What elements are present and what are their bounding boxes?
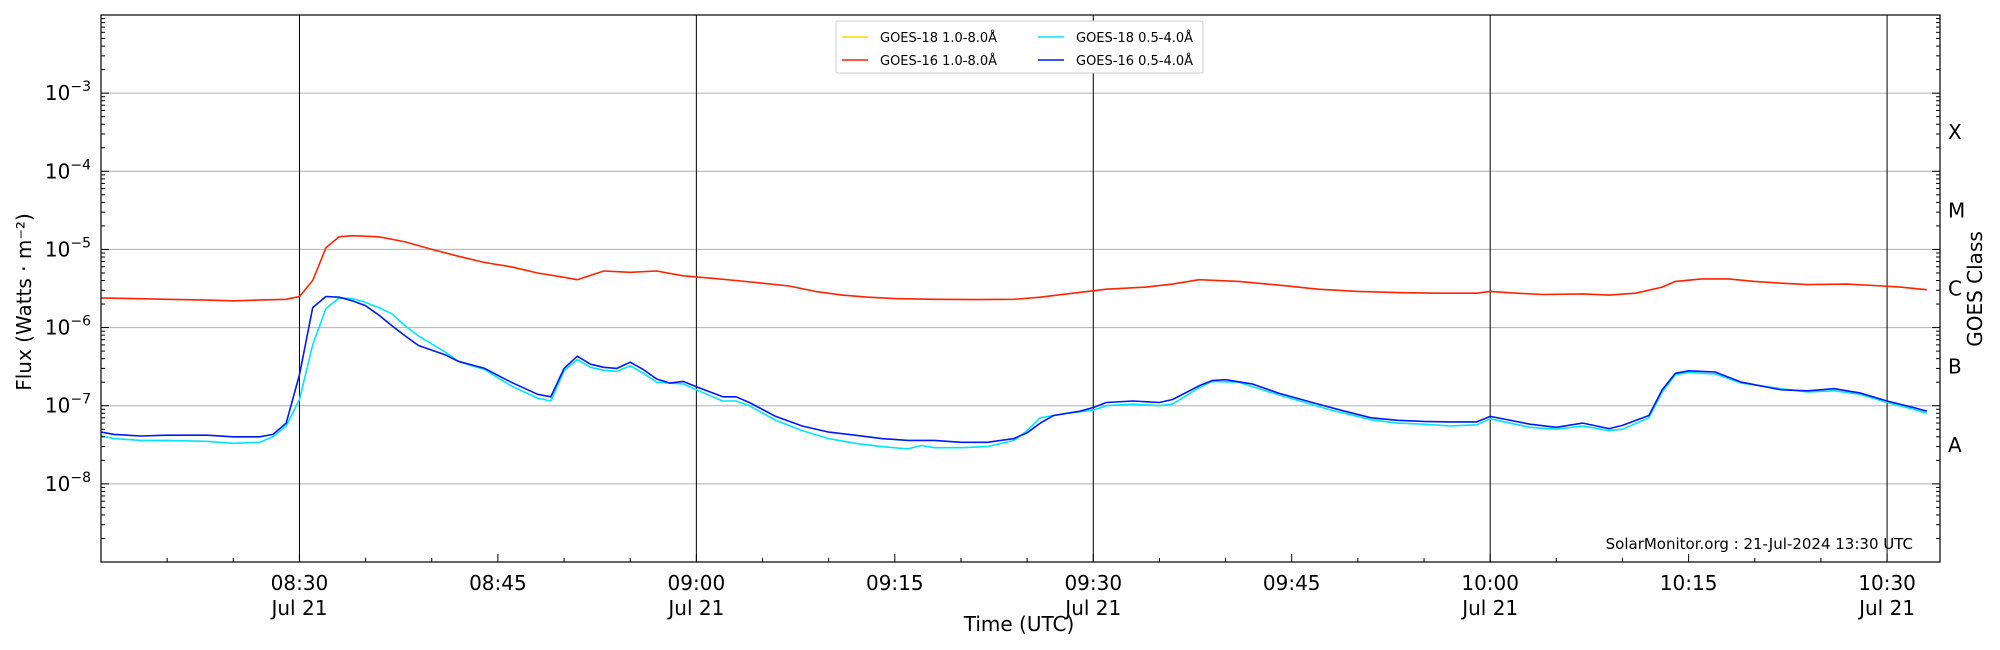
x-tick-date-label: Jul 21 <box>1460 596 1518 620</box>
y-tick-exponent: −6 <box>70 314 91 330</box>
legend-box <box>835 20 1204 74</box>
x-tick-date-label: Jul 21 <box>1857 596 1915 620</box>
grid-layer <box>101 15 1940 562</box>
plot-area <box>101 15 1940 562</box>
y-tick-base: 10 <box>45 472 70 496</box>
x-tick-date-label: Jul 21 <box>269 596 327 620</box>
series-line-3 <box>100 297 1928 450</box>
y-tick-label: 10−3 <box>45 79 91 105</box>
x-tick-time-label: 09:15 <box>866 571 924 595</box>
y-tick-exponent: −5 <box>70 235 91 251</box>
goes-class-label-b: B <box>1948 355 1962 379</box>
x-tick-time-label: 09:00 <box>668 571 726 595</box>
x-tick-date-label: Jul 21 <box>666 596 724 620</box>
x-tick-time-label: 09:45 <box>1263 571 1321 595</box>
y-tick-label: 10−8 <box>45 470 91 496</box>
y-tick-label: 10−6 <box>45 314 91 340</box>
legend-label: GOES-18 1.0-8.0Å <box>880 30 997 46</box>
y-tick-base: 10 <box>45 316 70 340</box>
legend-label: GOES-16 1.0-8.0Å <box>880 53 997 69</box>
label-layer: Time (UTC) Flux (Watts · m⁻²) GOES Class… <box>12 213 1987 636</box>
x-tick-date-label: Jul 21 <box>1063 596 1121 620</box>
y-tick-base: 10 <box>45 394 70 418</box>
y-tick-base: 10 <box>45 159 70 183</box>
y-tick-label: 10−7 <box>45 392 91 418</box>
plot-frame <box>100 14 1941 563</box>
goes-class-label-c: C <box>1948 277 1962 301</box>
goes-class-label-a: A <box>1948 433 1962 457</box>
x-axis-label: Time (UTC) <box>963 612 1075 636</box>
y-axis-label: Flux (Watts · m⁻²) <box>12 213 36 391</box>
x-tick-time-label: 08:30 <box>271 571 329 595</box>
y-tick-exponent: −8 <box>70 470 91 486</box>
goes-class-label-x: X <box>1948 120 1962 144</box>
x-tick-time-label: 10:30 <box>1858 571 1916 595</box>
y-tick-exponent: −4 <box>70 157 91 173</box>
y-tick-base: 10 <box>45 237 70 261</box>
legend-label: GOES-16 0.5-4.0Å <box>1076 53 1193 69</box>
series-line-2 <box>100 234 1927 302</box>
y-tick-label: 10−4 <box>45 157 91 183</box>
y-tick-label: 10−5 <box>45 235 91 261</box>
x-tick-time-label: 08:45 <box>469 571 527 595</box>
x-tick-time-label: 10:15 <box>1660 571 1718 595</box>
credit-text: SolarMonitor.org : 21-Jul-2024 13:30 UTC <box>1606 535 1913 553</box>
series-layer <box>100 234 1928 450</box>
goes-class-label-m: M <box>1948 198 1965 222</box>
series-line-4 <box>100 295 1928 444</box>
y-tick-exponent: −7 <box>70 392 91 408</box>
y-tick-exponent: −3 <box>70 79 91 95</box>
x-tick-time-label: 10:00 <box>1461 571 1519 595</box>
legend: GOES-18 1.0-8.0Å GOES-16 1.0-8.0Å GOES-18 … <box>835 20 1204 74</box>
y-tick-base: 10 <box>45 81 70 105</box>
legend-label: GOES-18 0.5-4.0Å <box>1076 30 1193 46</box>
x-tick-time-label: 09:30 <box>1064 571 1122 595</box>
goes-class-axis-label: GOES Class <box>1963 231 1987 347</box>
